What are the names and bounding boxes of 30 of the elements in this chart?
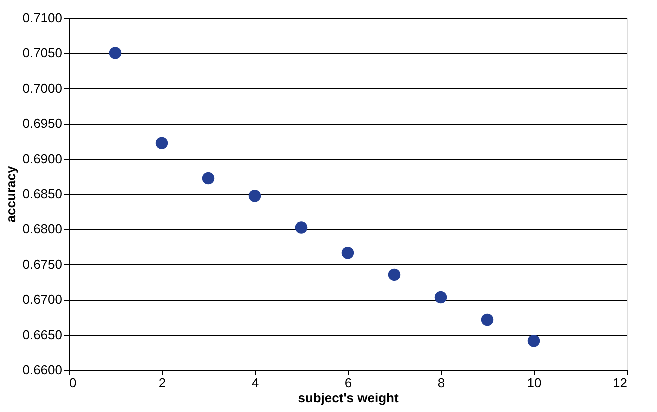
point bbox=[481, 314, 494, 326]
x-tick-label: 12 bbox=[613, 376, 628, 390]
y-tick-label: 0.7050 bbox=[22, 46, 62, 61]
y-tick-label: 0.6900 bbox=[22, 151, 62, 166]
x-tick-label: 0 bbox=[70, 376, 77, 390]
y-tick-label: 0.6650 bbox=[22, 327, 62, 342]
y-tick-label: 0.6750 bbox=[22, 256, 62, 272]
point bbox=[295, 222, 308, 234]
point bbox=[248, 190, 262, 202]
x-tick-label: 2 bbox=[158, 376, 166, 390]
y-axis-title: accuracy bbox=[4, 166, 19, 223]
y-tick-label: 0.6800 bbox=[22, 222, 62, 237]
y-tick-label: 0.7000 bbox=[22, 80, 62, 96]
point bbox=[342, 247, 354, 260]
point bbox=[109, 47, 122, 60]
y-tick-label: 0.6950 bbox=[22, 116, 62, 132]
y-tick-label: 0.6600 bbox=[22, 362, 62, 378]
x-tick-label: 6 bbox=[344, 376, 352, 390]
y-tick-label: 0.7100 bbox=[22, 10, 62, 26]
x-tick-label: 4 bbox=[252, 376, 260, 390]
point bbox=[434, 291, 448, 304]
point bbox=[202, 172, 215, 185]
point bbox=[528, 335, 540, 348]
point bbox=[156, 137, 168, 150]
x-tick-label: 10 bbox=[527, 376, 542, 390]
x-axis-title: subject's weight bbox=[298, 390, 400, 406]
y-tick-label: 0.6850 bbox=[22, 186, 62, 202]
y-tick-label: 0.6700 bbox=[22, 292, 62, 308]
point bbox=[388, 268, 401, 282]
x-tick-label: 8 bbox=[438, 376, 446, 390]
